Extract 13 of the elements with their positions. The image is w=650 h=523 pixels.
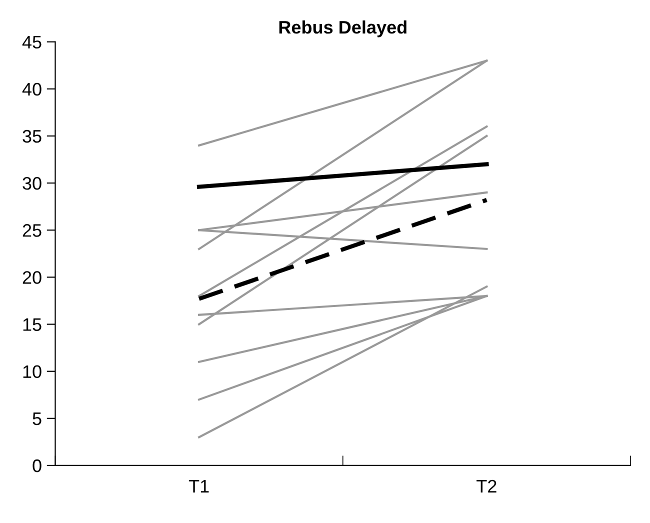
y-tick-label: 0 <box>32 459 42 472</box>
y-tick-label: 25 <box>22 224 42 237</box>
y-tick-label: 15 <box>23 318 42 331</box>
y-tick-label: 20 <box>22 271 42 284</box>
x-tick-label: T2 <box>476 480 496 492</box>
y-tick-label: 5 <box>32 412 42 426</box>
y-tick-label: 40 <box>22 82 42 96</box>
y-tick-label: 30 <box>22 176 42 190</box>
y-tick-label: 10 <box>23 365 42 378</box>
y-tick-label: 45 <box>22 36 42 49</box>
x-tick-label: T1 <box>188 480 209 492</box>
y-tick-label: 35 <box>22 130 42 143</box>
chart-title: Rebus Delayed <box>279 20 406 38</box>
